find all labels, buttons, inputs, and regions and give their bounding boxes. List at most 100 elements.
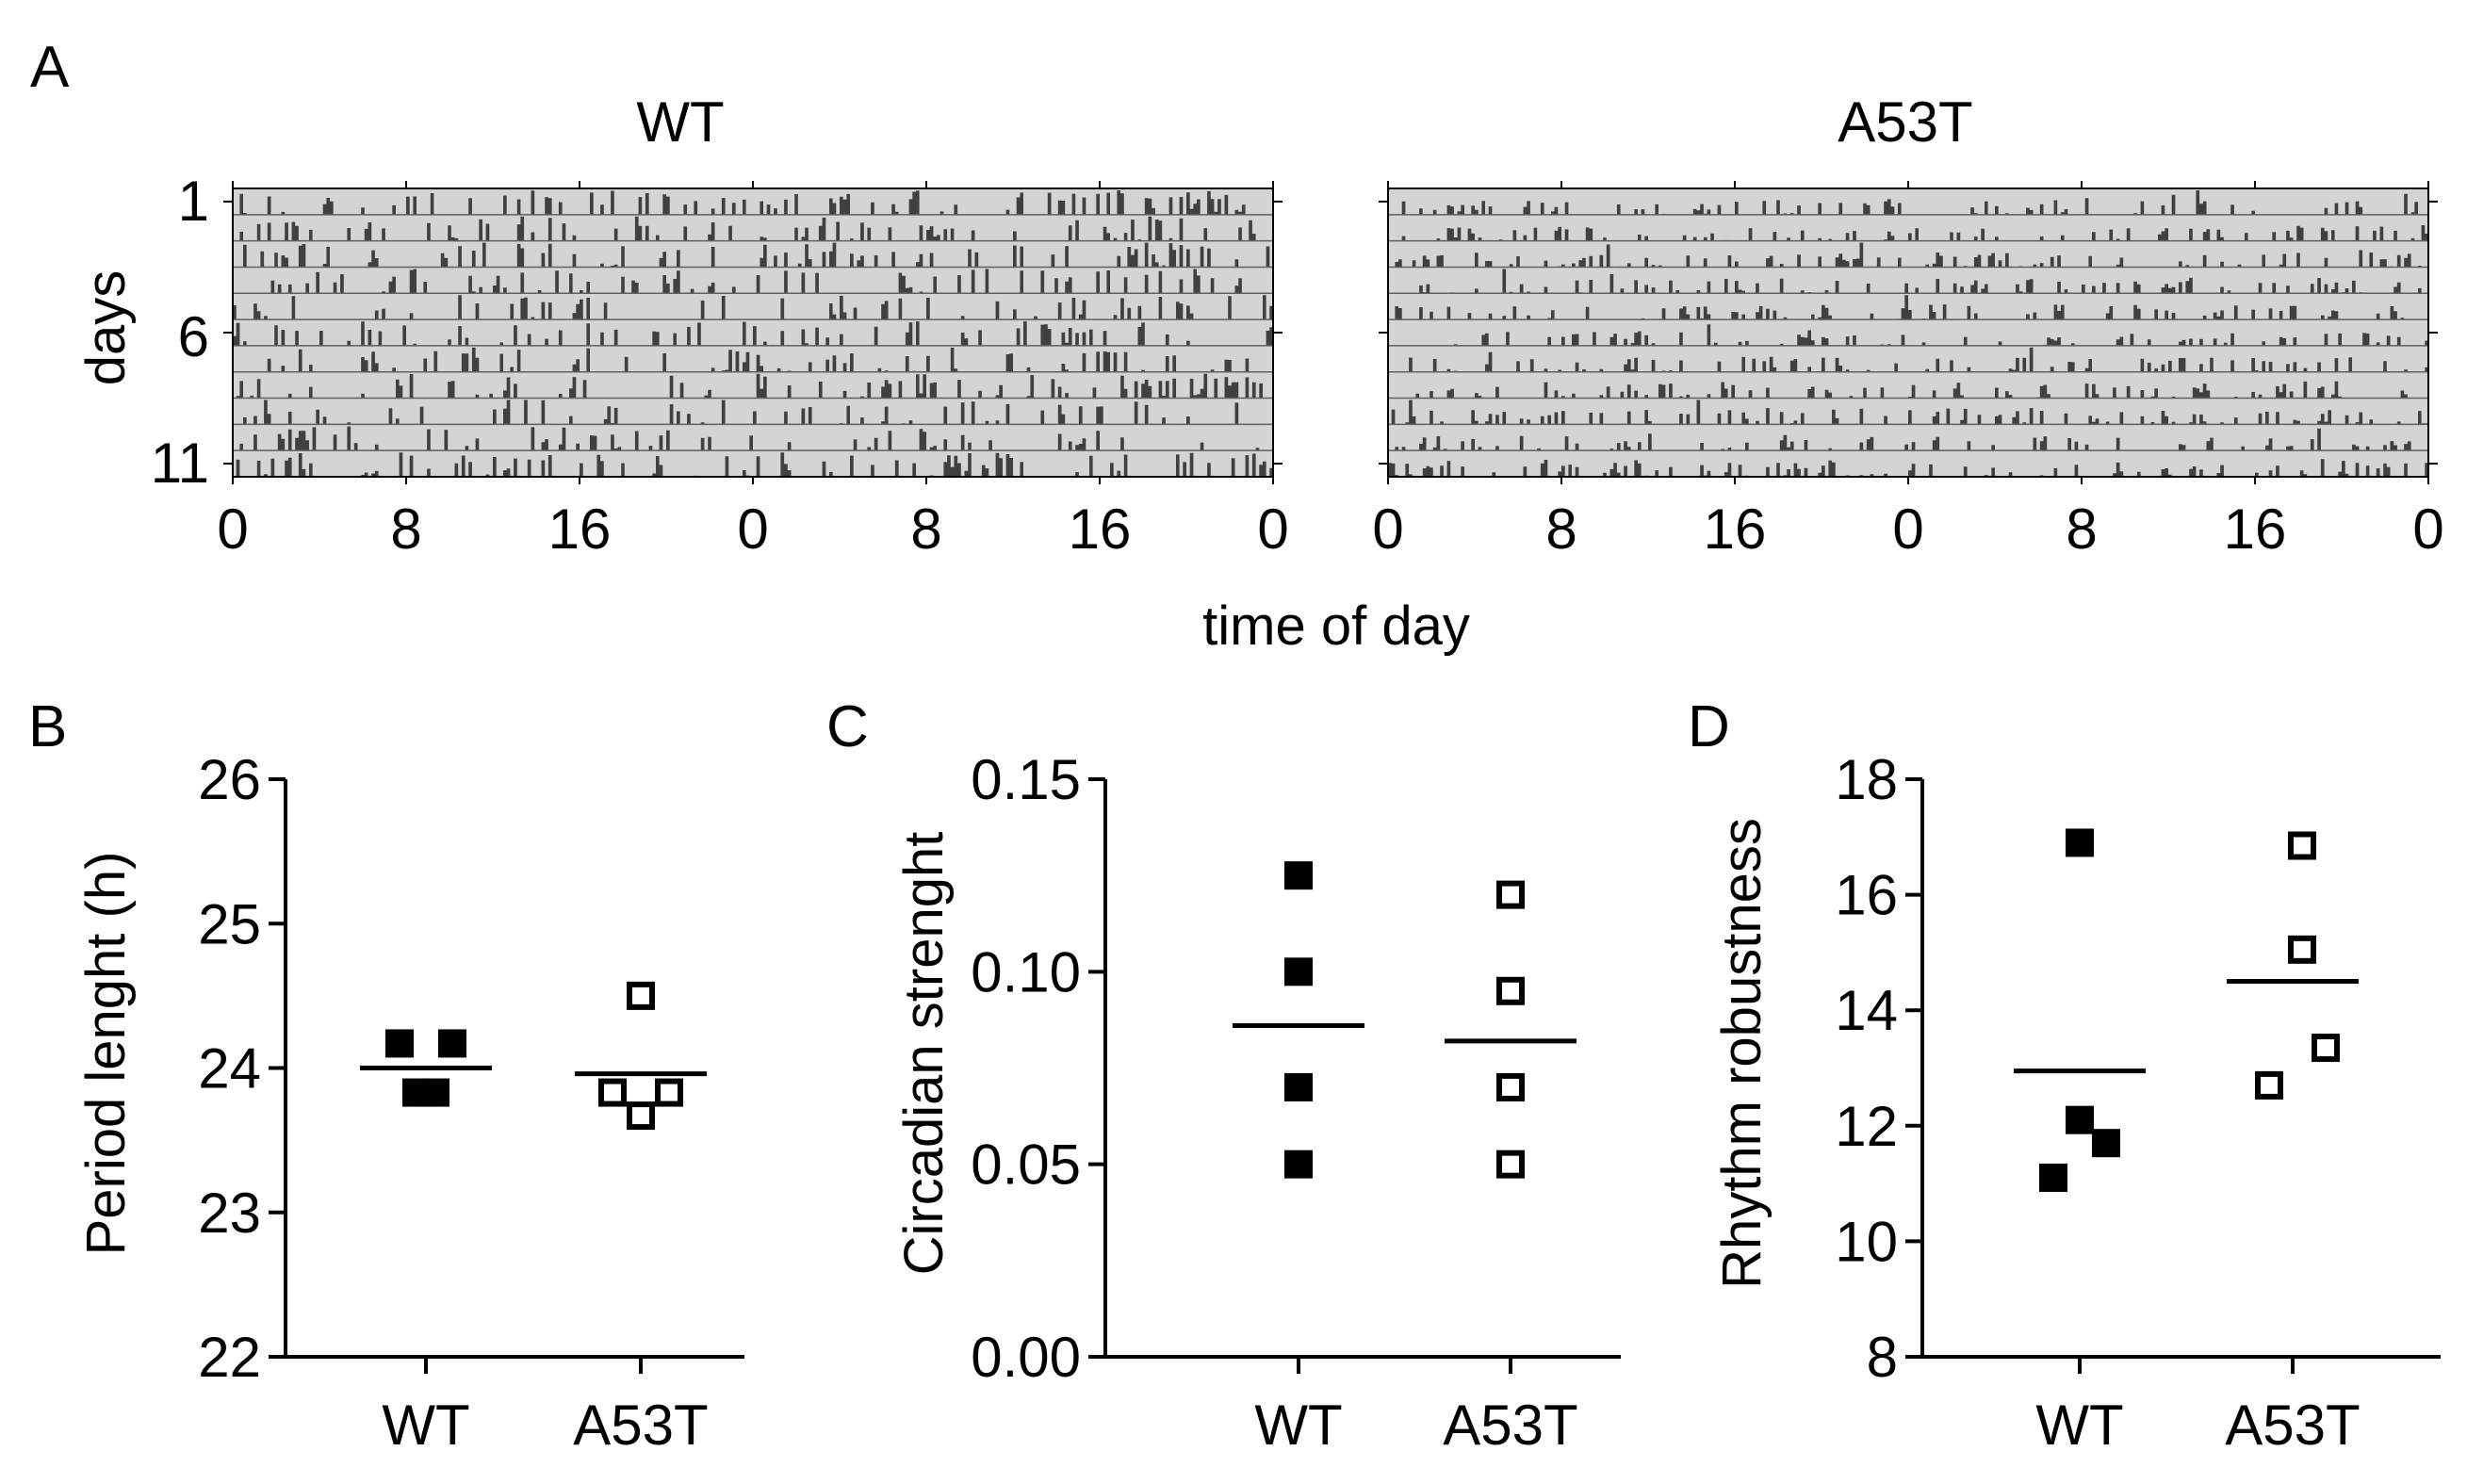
activity-trace xyxy=(233,242,1273,268)
panel-c-x-cat-wt: WT xyxy=(1254,1394,1342,1457)
data-point-filled xyxy=(438,1029,466,1058)
day-tick-6: 6 xyxy=(178,305,209,368)
actogram-y-label: days xyxy=(75,270,137,386)
y-tick-label: 8 xyxy=(1867,1326,1898,1389)
y-tick-label: 14 xyxy=(1835,979,1898,1042)
activity-trace xyxy=(233,373,1273,399)
panel-b-y-label: Period lenght (h) xyxy=(75,852,137,1256)
activity-trace xyxy=(1388,428,2428,451)
panel-c-y-label: Circadian strenght xyxy=(893,832,955,1276)
activity-trace xyxy=(233,216,1273,241)
actogram-title-wt: WT xyxy=(636,90,724,154)
x-tick-label: 0 xyxy=(2412,497,2443,561)
y-tick-label: 16 xyxy=(1835,864,1898,927)
activity-trace xyxy=(233,190,1273,215)
data-point-open xyxy=(1496,1150,1525,1179)
x-tick-label: 16 xyxy=(1069,497,1132,561)
data-point-open xyxy=(2288,935,2316,964)
data-point-filled xyxy=(1284,1072,1313,1101)
data-point-open xyxy=(1496,976,1525,1005)
activity-trace xyxy=(1388,324,2428,346)
activity-trace xyxy=(233,400,1273,425)
y-tick-label: 0.00 xyxy=(971,1326,1081,1389)
actogram-x-ticks-wt: 0 8 16 0 8 16 0 xyxy=(217,497,1288,561)
y-tick-label: 0.15 xyxy=(971,748,1081,811)
data-point-filled xyxy=(385,1029,414,1058)
actogram-wt xyxy=(223,181,1283,484)
panel-label-b: B xyxy=(28,694,67,759)
activity-trace xyxy=(233,295,1273,320)
activity-trace xyxy=(1388,225,2428,241)
activity-trace xyxy=(1388,459,2428,477)
activity-trace xyxy=(233,269,1273,294)
activity-trace xyxy=(1388,242,2428,268)
y-tick-label: 12 xyxy=(1835,1095,1898,1158)
data-point-filled xyxy=(2066,1105,2094,1134)
y-tick-label: 10 xyxy=(1835,1210,1898,1273)
panel-b-x-cat-wt: WT xyxy=(382,1394,469,1457)
x-tick-label: 16 xyxy=(2224,497,2287,561)
y-tick-label: 26 xyxy=(198,748,261,811)
activity-trace xyxy=(233,452,1273,477)
chart-b: 22 23 24 25 26 xyxy=(198,748,744,1389)
y-tick-label: 22 xyxy=(198,1326,261,1389)
data-point-filled xyxy=(2066,828,2094,857)
data-point-filled xyxy=(421,1078,449,1107)
data-point-filled xyxy=(1284,1150,1313,1179)
activity-trace xyxy=(1388,400,2428,425)
y-tick-label: 24 xyxy=(198,1037,261,1101)
activity-trace xyxy=(233,321,1273,346)
y-tick-label: 18 xyxy=(1835,748,1898,811)
activity-trace xyxy=(1388,347,2428,372)
y-tick-label: 0.05 xyxy=(971,1133,1081,1197)
data-point-open xyxy=(1496,1072,1525,1101)
actogram-a53t xyxy=(1379,181,2438,484)
activity-trace xyxy=(1388,381,2428,399)
day-tick-11: 11 xyxy=(151,432,209,495)
activity-trace xyxy=(1388,190,2428,215)
data-point-open xyxy=(627,1101,655,1131)
y-tick-label: 23 xyxy=(198,1182,261,1245)
data-point-open xyxy=(655,1078,683,1107)
y-tick-label: 0.10 xyxy=(971,940,1081,1003)
panel-c-x-cat-a53t: A53T xyxy=(1443,1394,1577,1457)
data-point-filled xyxy=(1284,861,1313,890)
panel-label-d: D xyxy=(1688,694,1730,759)
x-tick-label: 8 xyxy=(2066,497,2097,561)
x-tick-label: 16 xyxy=(1704,497,1767,561)
day-tick-1: 1 xyxy=(178,170,209,233)
x-tick-label: 8 xyxy=(1545,497,1577,561)
x-tick-label: 0 xyxy=(737,497,768,561)
actogram-title-a53t: A53T xyxy=(1838,90,1972,154)
x-tick-label: 8 xyxy=(910,497,941,561)
panel-label-a: A xyxy=(30,35,70,100)
chart-d: 8 10 12 14 16 18 xyxy=(1835,748,2441,1389)
y-tick-label: 25 xyxy=(198,892,261,955)
data-point-filled xyxy=(2092,1129,2120,1158)
activity-trace xyxy=(233,347,1273,372)
data-point-open xyxy=(627,981,655,1010)
data-point-filled xyxy=(1284,957,1313,987)
panel-d-x-cat-wt: WT xyxy=(2035,1394,2123,1457)
data-point-open xyxy=(1496,880,1525,909)
x-tick-label: 0 xyxy=(1257,497,1288,561)
data-point-open xyxy=(2288,831,2316,860)
x-tick-label: 0 xyxy=(217,497,248,561)
panel-d-y-label: Rhythm robustness xyxy=(1711,818,1773,1289)
actogram-x-ticks-a53t: 0 8 16 0 8 16 0 xyxy=(1372,497,2443,561)
activity-trace xyxy=(1388,269,2428,294)
actogram-background xyxy=(1388,188,2428,477)
x-tick-label: 8 xyxy=(390,497,421,561)
data-point-open xyxy=(598,1078,627,1107)
x-tick-label: 16 xyxy=(548,497,612,561)
data-point-open xyxy=(2312,1034,2340,1063)
actogram-x-label: time of day xyxy=(1202,595,1470,657)
chart-c: 0.00 0.05 0.10 0.15 xyxy=(971,748,1621,1389)
activity-trace xyxy=(1388,295,2428,320)
x-tick-label: 0 xyxy=(1372,497,1403,561)
panel-label-c: C xyxy=(826,694,869,759)
data-point-open xyxy=(2255,1070,2283,1100)
activity-trace xyxy=(233,426,1273,451)
panel-d-x-cat-a53t: A53T xyxy=(2225,1394,2360,1457)
